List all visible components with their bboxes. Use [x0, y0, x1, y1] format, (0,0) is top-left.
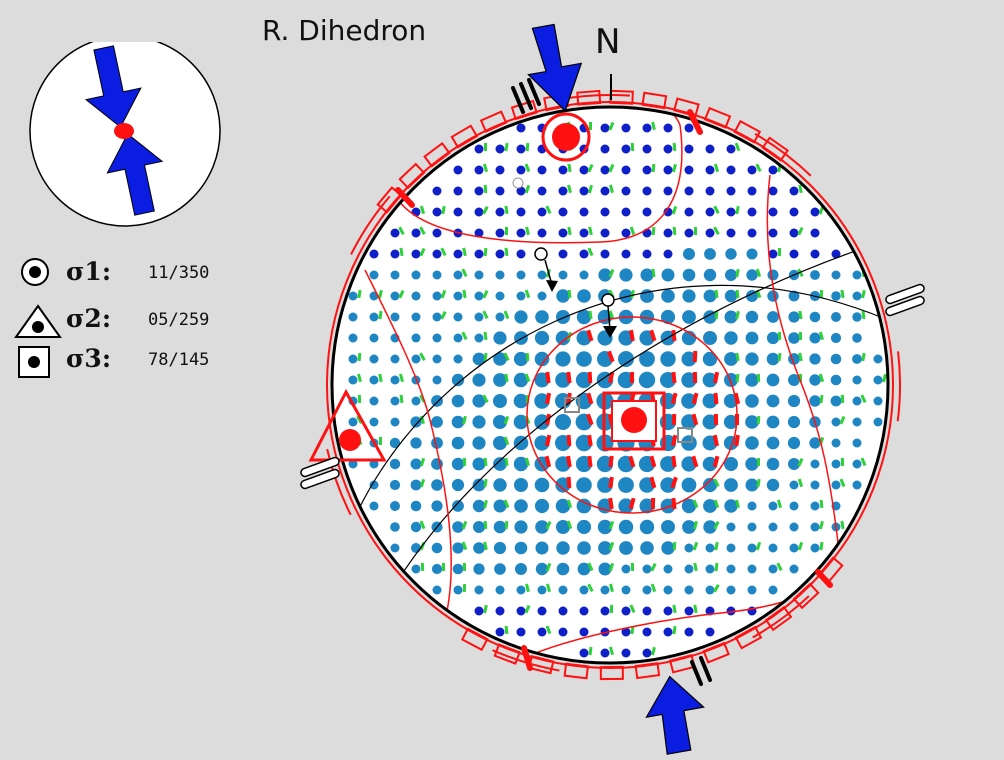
- triangle-marker-icon: [14, 304, 62, 338]
- legend-label-sigma2: σ2:: [66, 304, 112, 333]
- compression-arrow-icon: [84, 45, 142, 128]
- great-circle: [344, 284, 888, 541]
- circle-marker-icon: [21, 258, 49, 286]
- legend-value-sigma3: 78/145: [148, 350, 210, 370]
- legend-row-sigma1: σ1: 11/350: [14, 257, 274, 291]
- extension-dots: [348, 123, 883, 658]
- sigma2-marker-icon: [308, 388, 387, 462]
- grey-square-marker: [564, 397, 580, 413]
- left-contour: [364, 269, 452, 621]
- legend-value-sigma1: 11/350: [148, 263, 210, 283]
- right-contour: [766, 174, 841, 561]
- rim-ticks: [395, 109, 833, 671]
- rim-histogram-boxes: [376, 89, 844, 681]
- square-marker-icon: [18, 346, 50, 378]
- grey-square-marker: [677, 427, 693, 443]
- legend-row-sigma2: σ2: 05/259: [14, 304, 274, 338]
- compression-arrow-icon: [645, 675, 705, 755]
- sigma1-marker-icon: [541, 112, 591, 162]
- great-circle: [379, 239, 888, 611]
- compression-arrow-icon: [527, 23, 583, 112]
- north-label: N: [595, 22, 621, 62]
- legend-label-sigma1: σ1:: [66, 257, 112, 286]
- green-striae-marks: [356, 121, 887, 656]
- compression-arrow-icon: [106, 133, 164, 216]
- sigma3-marker-icon: [602, 391, 666, 451]
- sigma1-dot-icon: [114, 123, 134, 139]
- legend-value-sigma2: 05/259: [148, 310, 210, 330]
- red-striae-marks: [544, 329, 741, 510]
- legend-label-sigma3: σ3:: [66, 344, 112, 373]
- pole-markers: [512, 177, 617, 338]
- fault-tick-symbols: [511, 78, 712, 686]
- legend-row-sigma3: σ3: 78/145: [14, 344, 274, 378]
- diagram-title: R. Dihedron: [262, 14, 427, 47]
- center-contour: [526, 316, 738, 514]
- stress-mini-diagram: [29, 42, 221, 227]
- white-bar-symbols: [300, 283, 925, 490]
